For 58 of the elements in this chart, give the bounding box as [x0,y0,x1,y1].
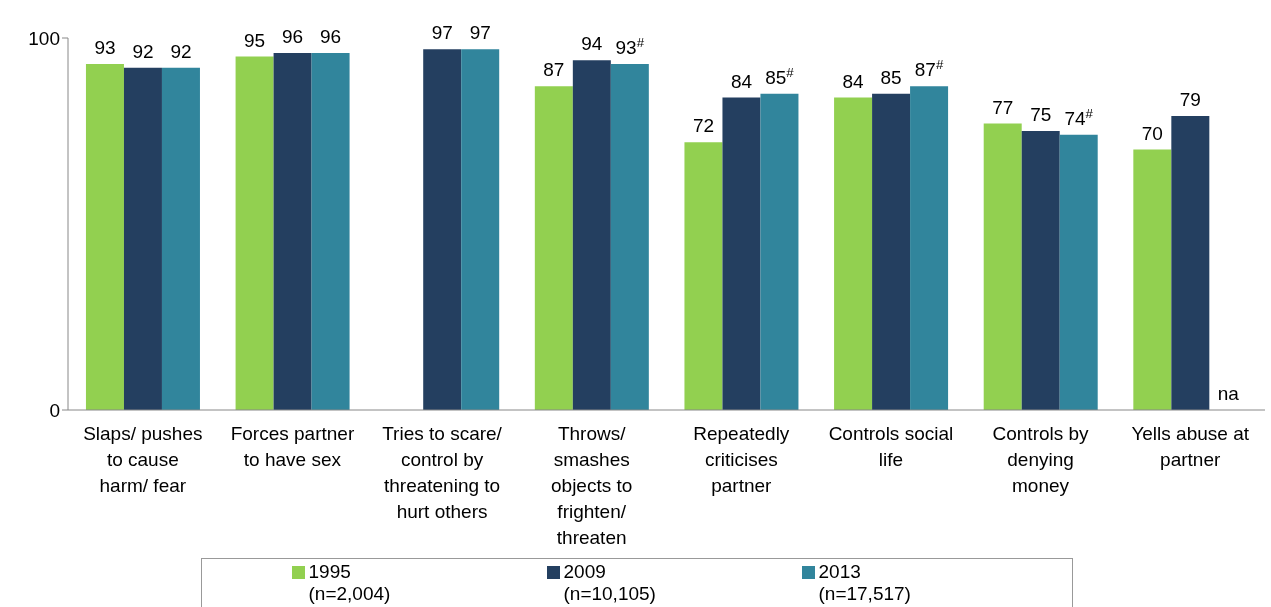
bar [461,49,500,410]
bar [423,49,462,410]
bar [534,86,573,410]
data-label: 92 [132,40,154,62]
data-label: 85 [880,66,902,88]
x-tick-label: Throws/ smashes objects to frighten/ threaten [551,423,633,548]
bar [123,67,162,410]
bar [1021,131,1060,410]
bar [983,123,1022,410]
x-tick-label: Repeatedly criticises partner [693,423,790,496]
legend-label: 2013 (n=17,517) [818,561,911,605]
x-tick-label: Tries to scare/ control by threatening to hurt others [382,423,503,522]
y-tick-label: 100 [28,27,60,49]
data-label: 93 [94,37,116,59]
bar [1133,149,1172,410]
data-label: 72 [692,115,715,137]
data-label: 74$^{#}$ [1064,105,1094,129]
bar [910,86,949,410]
data-label: 95 [244,29,266,51]
y-tick-label: 0 [49,399,60,421]
bar [872,93,911,410]
x-tick-label: Yells abuse at partner [1131,423,1250,470]
data-label: 93$^{#}$ [615,34,645,59]
x-tick-label: Controls social life [828,423,954,470]
bar [161,67,200,410]
bar [760,93,799,410]
text: na [1217,383,1239,404]
data-label: 96 [320,25,342,47]
x-tick-label: Slaps/ pushes to cause harm/ fear [83,423,203,496]
bar [85,64,124,410]
data-label: 84 [730,70,753,92]
data-label: 97 [431,22,453,44]
data-label: 79 [1179,89,1201,111]
bar [273,52,312,410]
legend-label: 1995 (n=2,004) [308,561,391,605]
data-label: 96 [282,25,304,47]
bar [572,60,611,410]
bar [610,64,649,410]
x-tick-label: Controls by denying money [992,423,1090,496]
bar [684,142,723,410]
data-label: 87 [543,59,565,81]
bar [311,52,350,410]
legend-label: 2009 (n=10,105) [563,561,656,605]
data-label: 85$^{#}$ [765,64,795,88]
x-tick-label: Forces partner to have sex [230,423,355,470]
data-label: 97 [469,22,491,44]
data-label: 84 [842,70,865,92]
data-label: 87$^{#}$ [914,56,944,81]
data-label: 92 [170,40,192,62]
data-label: 70 [1141,122,1163,144]
bar [1059,134,1098,410]
bar [834,97,873,410]
data-label: 77 [992,96,1014,118]
data-label: 94 [581,33,603,55]
data-label: 75 [1030,104,1052,125]
bar [235,56,274,410]
bar [1171,116,1210,410]
bar [722,97,761,410]
